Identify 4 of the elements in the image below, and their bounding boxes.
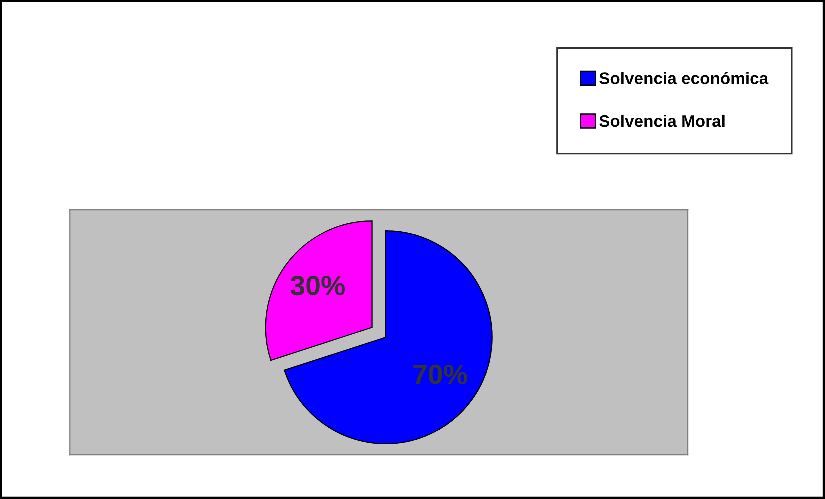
legend-label: Solvencia económica	[600, 72, 769, 84]
data-label: 30%	[290, 276, 345, 296]
data-label: 70%	[414, 364, 468, 384]
legend-label: Solvencia Moral	[600, 114, 725, 128]
